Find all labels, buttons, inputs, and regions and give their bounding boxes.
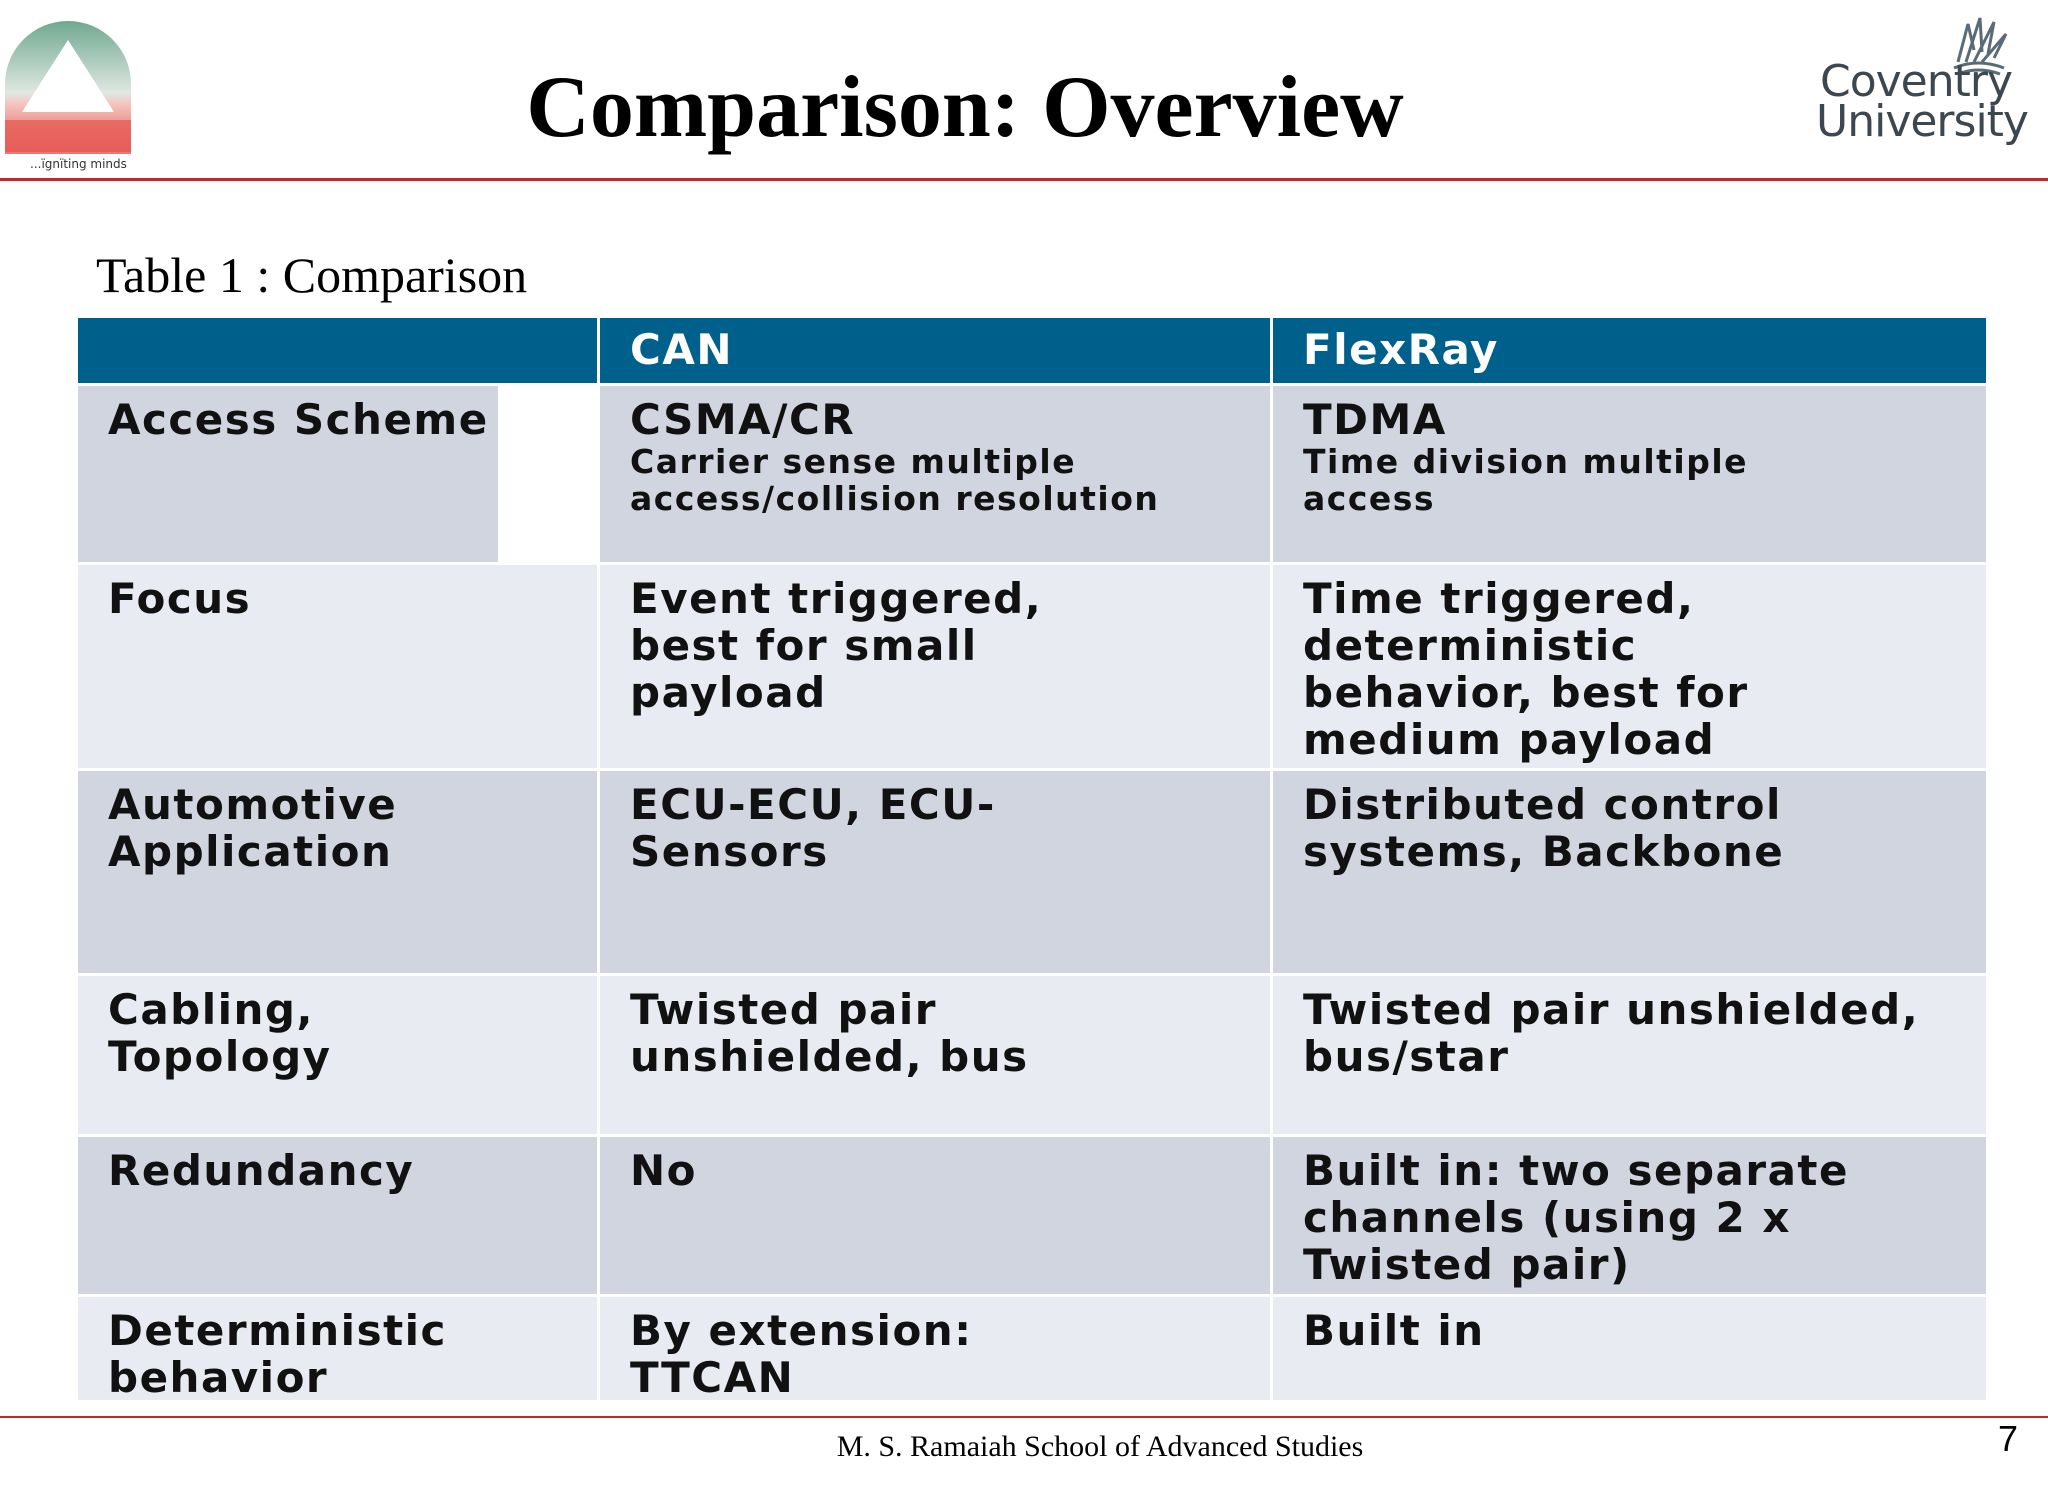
coventry-wordmark: Coventry University <box>1816 56 2029 147</box>
cell-can-access-scheme-detail: Carrier sense multiple access/collision … <box>630 442 1160 518</box>
row-label-cabling-topology: Cabling, Topology <box>78 976 597 1134</box>
coventry-phoenix-logo-icon <box>1953 17 2008 76</box>
logo-tagline: ...ïgnïting minds <box>30 157 127 171</box>
header-cell-can: CAN <box>600 318 1270 383</box>
coventry-wordmark-line2: University <box>1816 96 2029 147</box>
header-divider <box>0 178 2048 181</box>
cell-flexray-cabling-topology: Twisted pair unshielded, bus/star <box>1273 976 1986 1134</box>
cell-can-redundancy: No <box>600 1137 1270 1294</box>
ramaiah-logo <box>0 12 140 172</box>
coventry-wordmark-line1: Coventry <box>1819 56 2013 107</box>
cell-flexray-access-scheme-detail: Time division multiple access <box>1303 442 1749 518</box>
page-number: 7 <box>1998 1418 2019 1459</box>
cell-can-focus: Event triggered, best for small payload <box>600 565 1270 768</box>
cell-flexray-automotive-application: Distributed control systems, Backbone <box>1273 771 1986 973</box>
cell-flexray-focus: Time triggered, deterministic behavior, … <box>1273 565 1986 768</box>
row-label-automotive-application: Automotive Application <box>78 771 597 973</box>
slide-title: Comparison: Overview <box>526 59 1404 156</box>
footer-institution: M. S. Ramaiah School of Advanced Studies <box>836 1430 1364 1463</box>
cell-flexray-access-scheme: TDMA Time division multiple access <box>1273 386 1986 562</box>
footer-divider <box>0 1416 2048 1418</box>
row-label-redundancy: Redundancy <box>78 1137 597 1294</box>
comparison-table: CAN FlexRay Access Scheme CSMA/CR Carrie… <box>78 318 1986 1401</box>
cell-can-access-scheme: CSMA/CR Carrier sense multiple access/co… <box>600 386 1270 562</box>
row-label-access-scheme: Access Scheme <box>78 386 498 562</box>
cell-can-cabling-topology: Twisted pair unshielded, bus <box>600 976 1270 1134</box>
header-cell-flexray: FlexRay <box>1273 318 1986 383</box>
row-label-focus: Focus <box>78 565 597 768</box>
cell-flexray-deterministic-behavior: Built in <box>1273 1297 1986 1400</box>
cell-can-automotive-application: ECU-ECU, ECU-Sensors <box>600 771 1270 973</box>
header-cell-corner <box>78 318 597 383</box>
ramaiah-triangle-logo-icon <box>5 21 131 154</box>
row-label-deterministic-behavior: Deterministic behavior <box>78 1297 597 1401</box>
coventry-logo <box>1808 10 2018 150</box>
cell-can-access-scheme-title: CSMA/CR <box>630 395 856 444</box>
table-caption: Table 1 : Comparison <box>96 247 528 303</box>
cell-flexray-access-scheme-title: TDMA <box>1303 395 1447 444</box>
cell-flexray-redundancy: Built in: two separate channels (using 2… <box>1273 1137 1986 1294</box>
cell-can-deterministic-behavior: By extension: TTCAN <box>600 1297 1270 1401</box>
